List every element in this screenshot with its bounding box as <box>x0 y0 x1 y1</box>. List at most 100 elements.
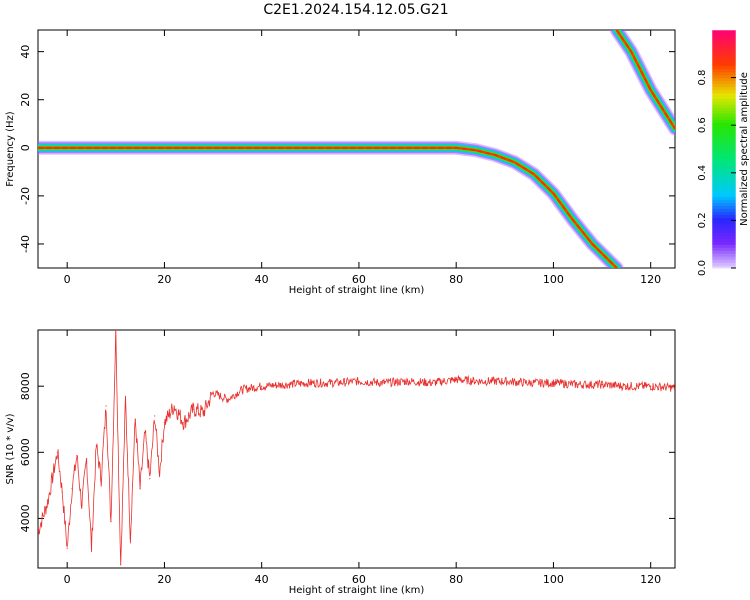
snr-point <box>202 412 204 414</box>
x-axis-label: Height of straight line (km) <box>289 585 425 596</box>
figure-title: C2E1.2024.154.12.05.G21 <box>263 2 448 18</box>
snr-point <box>163 421 166 424</box>
colorbar-cell <box>712 74 736 79</box>
colorbar-cell <box>712 232 736 236</box>
colorbar-cell <box>712 56 736 61</box>
colorbar-cell <box>712 38 736 43</box>
ridge-band <box>38 142 623 268</box>
x-tick-label: 80 <box>449 573 463 586</box>
y-tick-label: 20 <box>19 93 32 107</box>
colorbar-cell <box>712 47 736 52</box>
snr-point <box>431 382 433 384</box>
colorbar-cell <box>712 160 736 165</box>
colorbar-label: Normalized spectral amplitude <box>739 72 750 226</box>
colorbar-cell <box>712 187 736 192</box>
colorbar-tick-label: 0.0 <box>697 260 708 276</box>
colorbar-cell <box>712 122 736 126</box>
colorbar-cell <box>712 65 736 70</box>
colorbar-cell <box>712 53 736 58</box>
colorbar-cell <box>712 262 736 266</box>
snr-point <box>38 531 39 533</box>
snr-point <box>601 383 603 386</box>
colorbar-cell <box>712 202 736 207</box>
colorbar-cell <box>712 32 736 37</box>
colorbar-cell <box>712 220 736 224</box>
colorbar-cell <box>712 110 736 114</box>
colorbar-cell <box>712 196 736 201</box>
colorbar-cell <box>712 247 736 251</box>
colorbar-cell <box>712 265 736 269</box>
x-tick-label: 60 <box>352 573 366 586</box>
colorbar-cell <box>712 208 736 213</box>
y-tick-label: -40 <box>19 235 32 253</box>
colorbar-cell <box>712 134 736 138</box>
snr-point <box>334 382 336 384</box>
snr-point <box>95 445 97 447</box>
colorbar-cell <box>712 181 736 186</box>
snr-point <box>129 537 131 539</box>
ridge-core <box>615 30 675 130</box>
colorbar-cell <box>712 68 736 73</box>
colorbar-cell <box>712 178 736 183</box>
snr-point <box>66 547 68 549</box>
colorbar-cell <box>712 95 736 100</box>
snr-point <box>86 458 88 460</box>
colorbar-cell <box>712 149 736 153</box>
x-tick-label: 120 <box>640 573 661 586</box>
colorbar-cell <box>712 125 736 129</box>
colorbar-cell <box>712 163 736 168</box>
snr-point <box>81 504 83 506</box>
colorbar-cell <box>712 205 736 210</box>
snr-point <box>261 385 263 387</box>
colorbar-tick-label: 0.4 <box>697 165 708 181</box>
x-tick-label: 40 <box>255 273 269 286</box>
colorbar-cell <box>712 172 736 177</box>
colorbar-cell <box>712 89 736 94</box>
colorbar-cell <box>712 193 736 198</box>
colorbar: 0.0 0.2 0.4 0.6 0.8 Normalized spectral ampli… <box>697 29 750 276</box>
colorbar-cell <box>712 169 736 174</box>
colorbar-cell <box>712 229 736 233</box>
ridge-core <box>38 146 618 268</box>
x-tick-label: 20 <box>157 273 171 286</box>
colorbar-cell <box>712 86 736 91</box>
colorbar-cell <box>712 199 736 204</box>
colorbar-cell <box>712 217 736 221</box>
colorbar-cell <box>712 140 736 144</box>
colorbar-cell <box>712 119 736 123</box>
colorbar-cell <box>712 157 736 162</box>
snr-point <box>358 380 360 382</box>
colorbar-cell <box>712 154 736 159</box>
snr-point <box>134 418 136 420</box>
colorbar-cell <box>712 190 736 195</box>
colorbar-cell <box>712 128 736 132</box>
colorbar-cell <box>712 50 736 55</box>
snr-point <box>382 382 384 384</box>
plot-frame <box>37 329 676 569</box>
snr-point <box>90 547 93 549</box>
x-tick-label: 120 <box>640 273 661 286</box>
snr-panel: 0 20 40 60 80 100 120 4000 6000 8000 Height of str… <box>5 329 676 596</box>
colorbar-cell <box>712 83 736 88</box>
snr-point <box>56 451 59 453</box>
y-tick-label: 4000 <box>19 504 32 532</box>
colorbar-cell <box>712 92 736 97</box>
colorbar-cell <box>712 244 736 248</box>
colorbar-cell <box>712 143 736 147</box>
colorbar-cell <box>712 226 736 230</box>
snr-point <box>76 455 78 457</box>
x-tick-label: 60 <box>352 273 366 286</box>
snr-point <box>149 478 151 480</box>
colorbar-cell <box>712 253 736 257</box>
snr-point <box>115 330 117 331</box>
y-tick-label: 8000 <box>19 372 32 400</box>
snr-point <box>139 488 141 490</box>
snr-series <box>38 330 675 566</box>
colorbar-cell <box>712 107 736 111</box>
snr-point <box>158 471 161 473</box>
y-axis-label: Frequency (Hz) <box>5 111 16 187</box>
snr-point <box>455 378 457 381</box>
x-tick-label: 40 <box>255 573 269 586</box>
snr-point <box>212 392 214 394</box>
